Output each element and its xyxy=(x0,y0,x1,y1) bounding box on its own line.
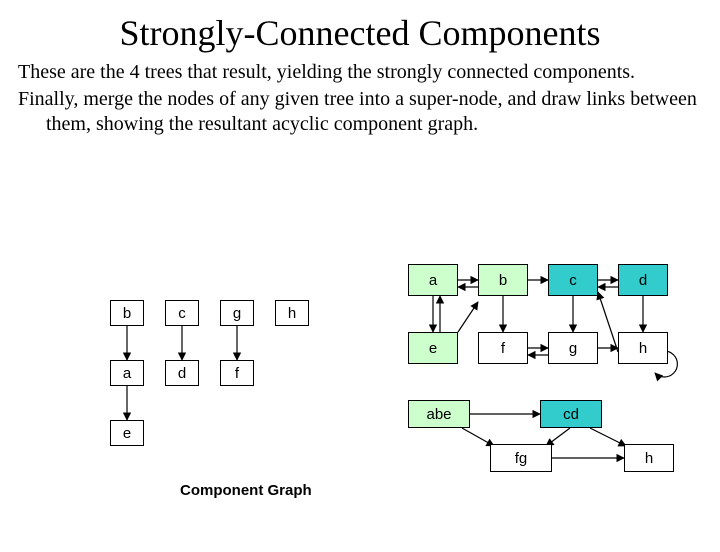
node-t-b: b xyxy=(110,300,144,326)
node-s-h: h xyxy=(624,444,674,472)
node-s-cd: cd xyxy=(540,400,602,428)
node-s-fg: fg xyxy=(490,444,552,472)
component-graph-caption: Component Graph xyxy=(180,482,312,499)
node-t-e: e xyxy=(110,420,144,446)
paragraph-2: Finally, merge the nodes of any given tr… xyxy=(18,87,702,137)
paragraph-1: These are the 4 trees that result, yield… xyxy=(18,60,702,85)
node-g-c: c xyxy=(548,264,598,296)
node-g-a: a xyxy=(408,264,458,296)
node-t-f: f xyxy=(220,360,254,386)
node-t-g: g xyxy=(220,300,254,326)
body-text: These are the 4 trees that result, yield… xyxy=(18,60,702,137)
node-s-abe: abe xyxy=(408,400,470,428)
node-t-h: h xyxy=(275,300,309,326)
node-g-f: f xyxy=(478,332,528,364)
node-g-b: b xyxy=(478,264,528,296)
node-g-d: d xyxy=(618,264,668,296)
node-g-e: e xyxy=(408,332,458,364)
node-t-d: d xyxy=(165,360,199,386)
node-t-a: a xyxy=(110,360,144,386)
node-g-g: g xyxy=(548,332,598,364)
page-title: Strongly-Connected Components xyxy=(0,12,720,54)
node-g-h: h xyxy=(618,332,668,364)
node-t-c: c xyxy=(165,300,199,326)
